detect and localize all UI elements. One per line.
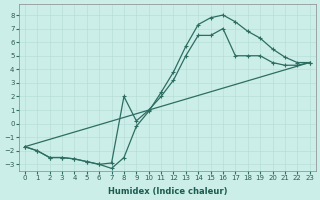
X-axis label: Humidex (Indice chaleur): Humidex (Indice chaleur) [108, 187, 227, 196]
